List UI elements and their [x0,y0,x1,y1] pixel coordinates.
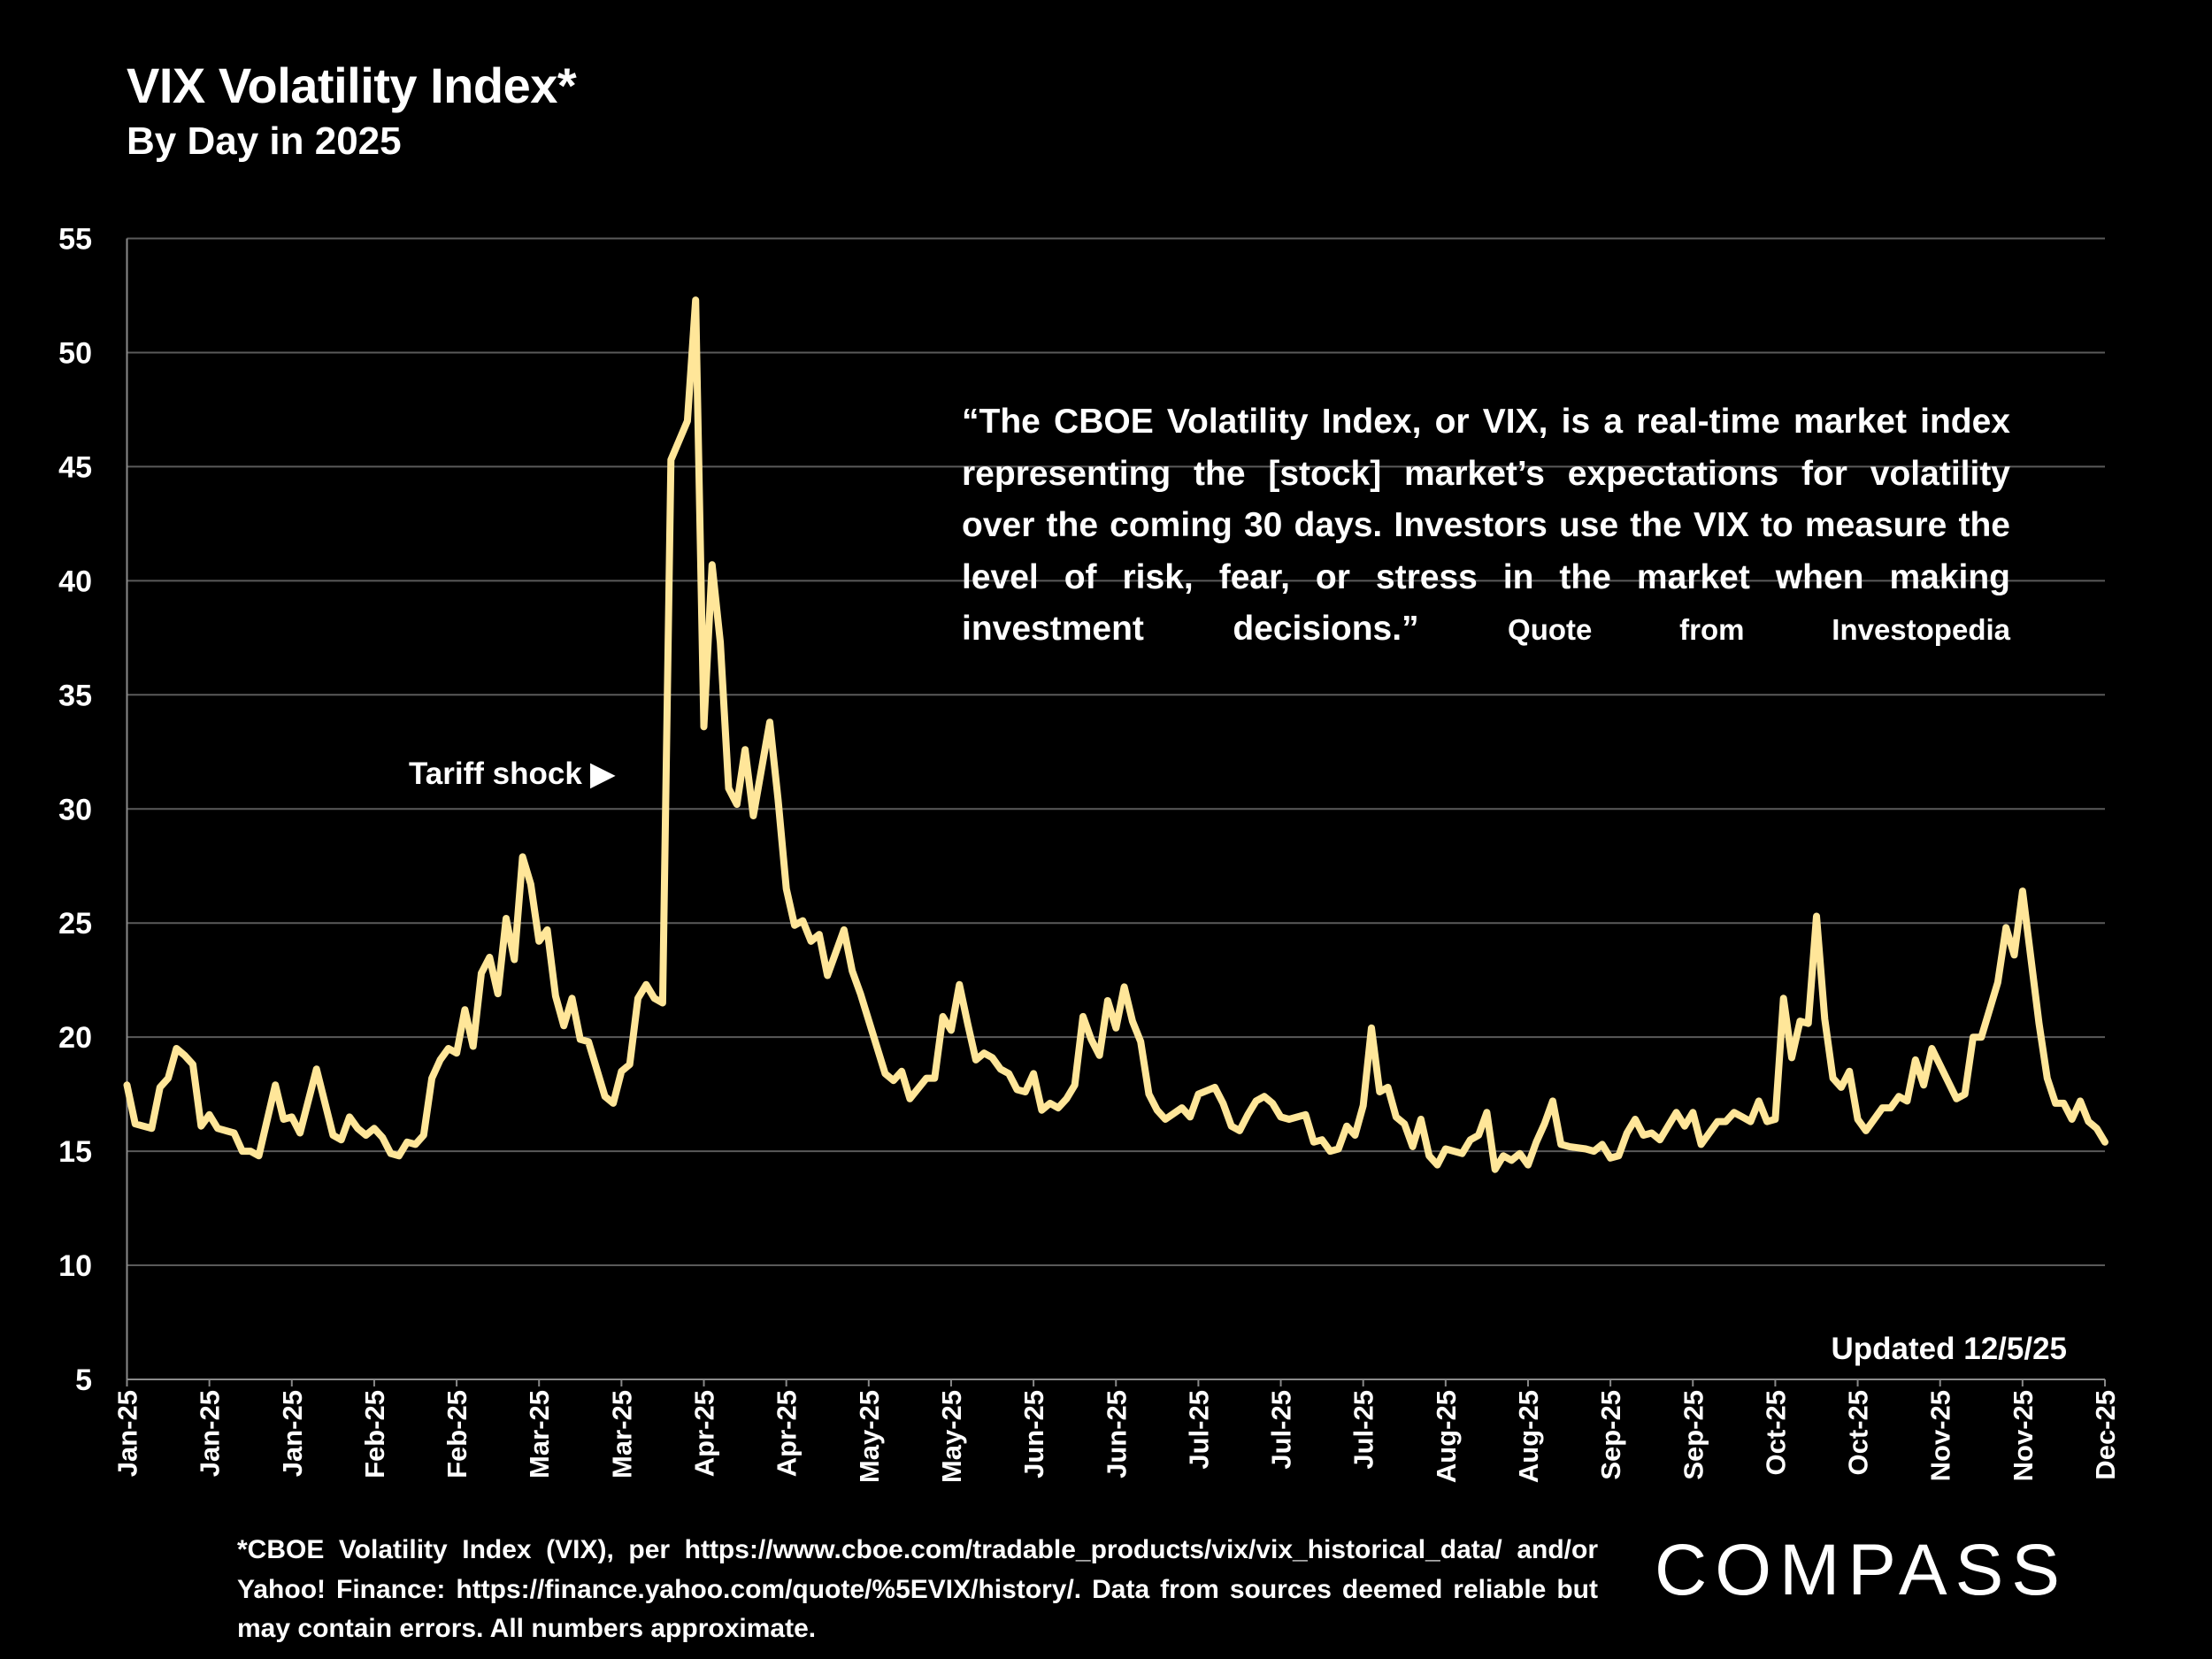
x-tick-label: Sep-25 [1595,1390,1626,1480]
x-tick-label: Jan-25 [277,1390,308,1477]
y-tick-label: 50 [58,336,92,370]
x-tick-label: Jan-25 [195,1390,226,1477]
y-tick-label: 10 [58,1249,92,1283]
x-tick-label: Feb-25 [442,1390,472,1479]
x-tick-label: Sep-25 [1678,1390,1709,1480]
chart-subtitle: By Day in 2025 [127,119,402,163]
quote-source: Quote from Investopedia [1508,613,2010,646]
x-tick-label: Jun-25 [1101,1390,1132,1479]
chart-title: VIX Volatility Index* [127,58,577,113]
x-tick-label: May-25 [936,1390,967,1483]
x-tick-label: Oct-25 [1760,1390,1791,1475]
x-tick-label: Dec-25 [2090,1390,2121,1480]
x-tick-label: Jul-25 [1266,1390,1297,1470]
y-tick-label: 40 [58,565,92,598]
compass-logo: COMPASS [1655,1530,2068,1610]
tariff-shock-annotation: Tariff shock ▶ [409,757,615,791]
y-axis-tick-labels: 5 10 15 20 25 30 35 40 45 50 55 [58,223,92,1398]
x-tick-label: Aug-25 [1431,1390,1462,1483]
x-tick-label: Jul-25 [1348,1390,1379,1470]
x-tick-label: Mar-25 [524,1390,555,1479]
vix-data-points [127,300,2106,1170]
x-tick-label: Apr-25 [772,1390,803,1477]
y-tick-label: 5 [75,1363,92,1397]
x-tick-label: Nov-25 [1925,1390,1956,1481]
x-tick-label: Oct-25 [1843,1390,1874,1475]
y-tick-label: 20 [58,1021,92,1055]
investopedia-quote: “The CBOE Volatility Index, or VIX, is a… [962,396,2010,657]
x-tick-label: Mar-25 [606,1390,637,1479]
x-tick-label: Apr-25 [689,1390,720,1477]
x-tick-label: Feb-25 [359,1390,390,1479]
updated-date: Updated 12/5/25 [1831,1332,2068,1366]
x-tick-label: Nov-25 [2008,1390,2039,1481]
y-tick-label: 45 [58,450,92,484]
y-tick-label: 15 [58,1135,92,1169]
y-tick-label: 35 [58,679,92,712]
x-tick-label: Jul-25 [1183,1390,1214,1470]
y-tick-label: 25 [58,907,92,941]
y-tick-label: 30 [58,793,92,826]
x-axis-tick-labels: Jan-25 Jan-25 Jan-25 Feb-25 Feb-25 Mar-25 Mar-… [112,1379,2121,1483]
x-tick-label: Jan-25 [112,1390,143,1477]
gridlines [127,237,2105,1267]
quote-text: “The CBOE Volatility Index, or VIX, is a… [962,403,2010,648]
footnote: *CBOE Volatility Index (VIX), per https:… [237,1535,1598,1643]
x-tick-label: Jun-25 [1018,1390,1049,1479]
y-tick-label: 55 [58,223,92,257]
x-tick-label: May-25 [854,1390,885,1483]
x-tick-label: Aug-25 [1513,1390,1544,1483]
